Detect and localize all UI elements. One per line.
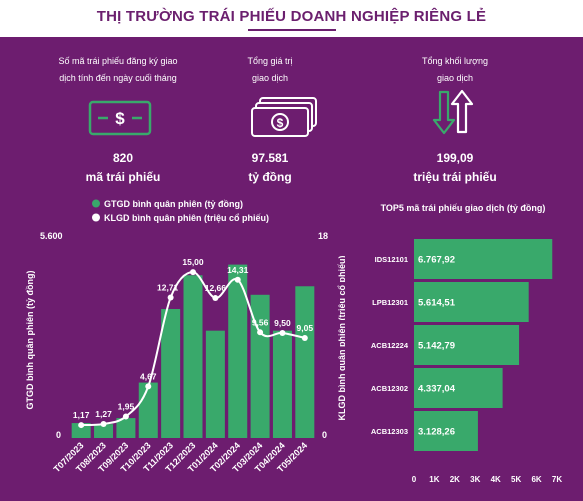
bar-T10/2023 (138, 382, 158, 438)
y2-axis-title: KLGD bình quân phiên (triệu cổ phiếu) (337, 256, 345, 421)
line-label-T02/2024: 14,31 (227, 265, 249, 275)
top5-value-ACB12303: 3.128,26 (418, 427, 455, 438)
top5-category-ACB12224: ACB12224 (371, 341, 409, 350)
page-title: THỊ TRƯỜNG TRÁI PHIẾU DOANH NGHIỆP RIÊNG… (96, 8, 487, 25)
top5-x-tick-7K: 7K (552, 475, 562, 484)
y2-tick-zero: 0 (322, 430, 327, 440)
line-label-T10/2023: 4,67 (140, 371, 157, 381)
stat-3-value: 199,09 triệu trái phiếu (380, 149, 530, 187)
top5-chart: TOP5 mã trái phiếu giao dịch (tỷ đồng) 6.… (371, 203, 562, 484)
top5-x-tick-1K: 1K (429, 475, 439, 484)
line-point-T07/2023 (78, 422, 85, 429)
top5-value-LPB12301: 5.614,51 (418, 298, 456, 309)
title-underline (248, 29, 336, 31)
top5-value-IDS12101: 6.767,92 (418, 255, 455, 266)
y-tick-top: 5.600 (40, 231, 63, 241)
stat-1-value-number: 820 (112, 151, 134, 165)
line-point-T04/2024 (279, 329, 286, 336)
stat-1-label: Số mã trái phiếu đăng ký giao dịch tính … (28, 53, 208, 87)
top5-bar-ACB12303 (414, 411, 478, 451)
line-point-T10/2023 (145, 383, 152, 390)
line-point-T11/2023 (167, 294, 174, 301)
top5-category-ACB12302: ACB12302 (371, 384, 408, 393)
line-point-T08/2023 (100, 420, 107, 427)
bar-T08/2023 (94, 424, 114, 438)
line-label-T03/2024: 9,56 (252, 317, 269, 327)
top5-value-ACB12224: 5.142,79 (418, 341, 455, 352)
banknote-icon: $ (88, 100, 152, 136)
stat-3-label-line1: Tổng khối lượng (422, 56, 488, 66)
stat-2-label: Tổng giá trị giao dịch (210, 53, 330, 87)
top5-category-LPB12301: LPB12301 (372, 298, 408, 307)
legend-label-2: KLGD bình quân phiên (triệu cổ phiếu) (104, 213, 269, 223)
stat-1-value: 820 mã trái phiếu (48, 149, 198, 187)
top5-x-tick-5K: 5K (511, 475, 521, 484)
line-point-T09/2023 (122, 413, 129, 420)
top5-category-ACB12303: ACB12303 (371, 427, 408, 436)
line-label-T12/2023: 15,00 (182, 257, 204, 267)
line-label-T11/2023: 12,71 (157, 282, 179, 292)
stat-2-value-number: 97.581 (251, 151, 289, 165)
top5-category-IDS12101: IDS12101 (375, 255, 408, 264)
line-label-T04/2024: 9,50 (274, 318, 291, 328)
line-point-T02/2024 (234, 276, 241, 283)
line-label-T09/2023: 1,95 (118, 401, 135, 411)
stat-1-label-line2: dịch tính đến ngày cuối tháng (59, 73, 177, 83)
svg-text:$: $ (277, 116, 284, 130)
y2-tick-top: 18 (318, 231, 328, 241)
bar-T12/2023 (183, 275, 203, 438)
line-label-T07/2023: 1,17 (73, 410, 90, 420)
top5-x-tick-4K: 4K (491, 475, 501, 484)
stat-3-value-unit: triệu trái phiếu (413, 170, 497, 184)
money-stack-icon: $ (251, 97, 317, 137)
line-point-T03/2024 (257, 329, 264, 336)
combo-chart: GTGD bình quân phiên (tỷ đồng) KLGD bình … (25, 199, 345, 474)
stat-3-value-number: 199,09 (436, 151, 474, 165)
bar-T04/2024 (272, 330, 292, 438)
line-label-T01/2024: 12,66 (205, 283, 227, 293)
line-label-T08/2023: 1,27 (95, 409, 112, 419)
up-down-arrows-icon (432, 89, 474, 135)
y-axis-title: GTGD bình quân phiên (tỷ đồng) (25, 271, 35, 410)
stat-3-label-line2: giao dịch (436, 73, 474, 83)
line-label-T05/2024: 9,05 (297, 323, 314, 333)
bar-T07/2023 (71, 423, 91, 438)
top5-x-tick-0: 0 (412, 475, 417, 484)
top5-bar-IDS12101 (414, 239, 553, 279)
stat-2-label-line2: giao dịch (251, 73, 289, 83)
bar-T02/2024 (228, 264, 248, 438)
stat-1-label-line1: Số mã trái phiếu đăng ký giao (58, 56, 178, 66)
top5-bar-ACB12302 (414, 368, 503, 408)
bar-T09/2023 (116, 418, 136, 438)
top5-title: TOP5 mã trái phiếu giao dịch (tỷ đồng) (381, 203, 546, 213)
stat-2-value-unit: tỷ đồng (248, 170, 292, 184)
legend-marker-2 (92, 213, 100, 222)
legend-marker-1 (92, 199, 100, 208)
stat-2-value: 97.581 tỷ đồng (195, 149, 345, 187)
top5-bar-ACB12224 (414, 325, 520, 365)
top5-value-ACB12302: 4.337,04 (418, 384, 456, 395)
top5-x-tick-6K: 6K (531, 475, 541, 484)
stat-1-value-unit: mã trái phiếu (85, 170, 161, 184)
bar-T05/2024 (295, 286, 315, 438)
y-tick-zero: 0 (56, 430, 61, 440)
top5-x-tick-2K: 2K (450, 475, 460, 484)
stat-2-label-line1: Tổng giá trị (247, 56, 293, 66)
legend-label-1: GTGD bình quân phiên (tỷ đồng) (104, 199, 243, 209)
top5-x-tick-3K: 3K (470, 475, 480, 484)
line-point-T12/2023 (190, 269, 196, 276)
line-point-T05/2024 (301, 334, 308, 341)
bar-T03/2024 (250, 294, 270, 438)
svg-text:$: $ (115, 109, 125, 128)
bar-T11/2023 (161, 309, 181, 438)
top5-bar-LPB12301 (414, 282, 529, 322)
bar-T01/2024 (205, 330, 225, 438)
line-point-T01/2024 (212, 295, 219, 302)
stat-3-label: Tổng khối lượng giao dịch (395, 53, 515, 87)
